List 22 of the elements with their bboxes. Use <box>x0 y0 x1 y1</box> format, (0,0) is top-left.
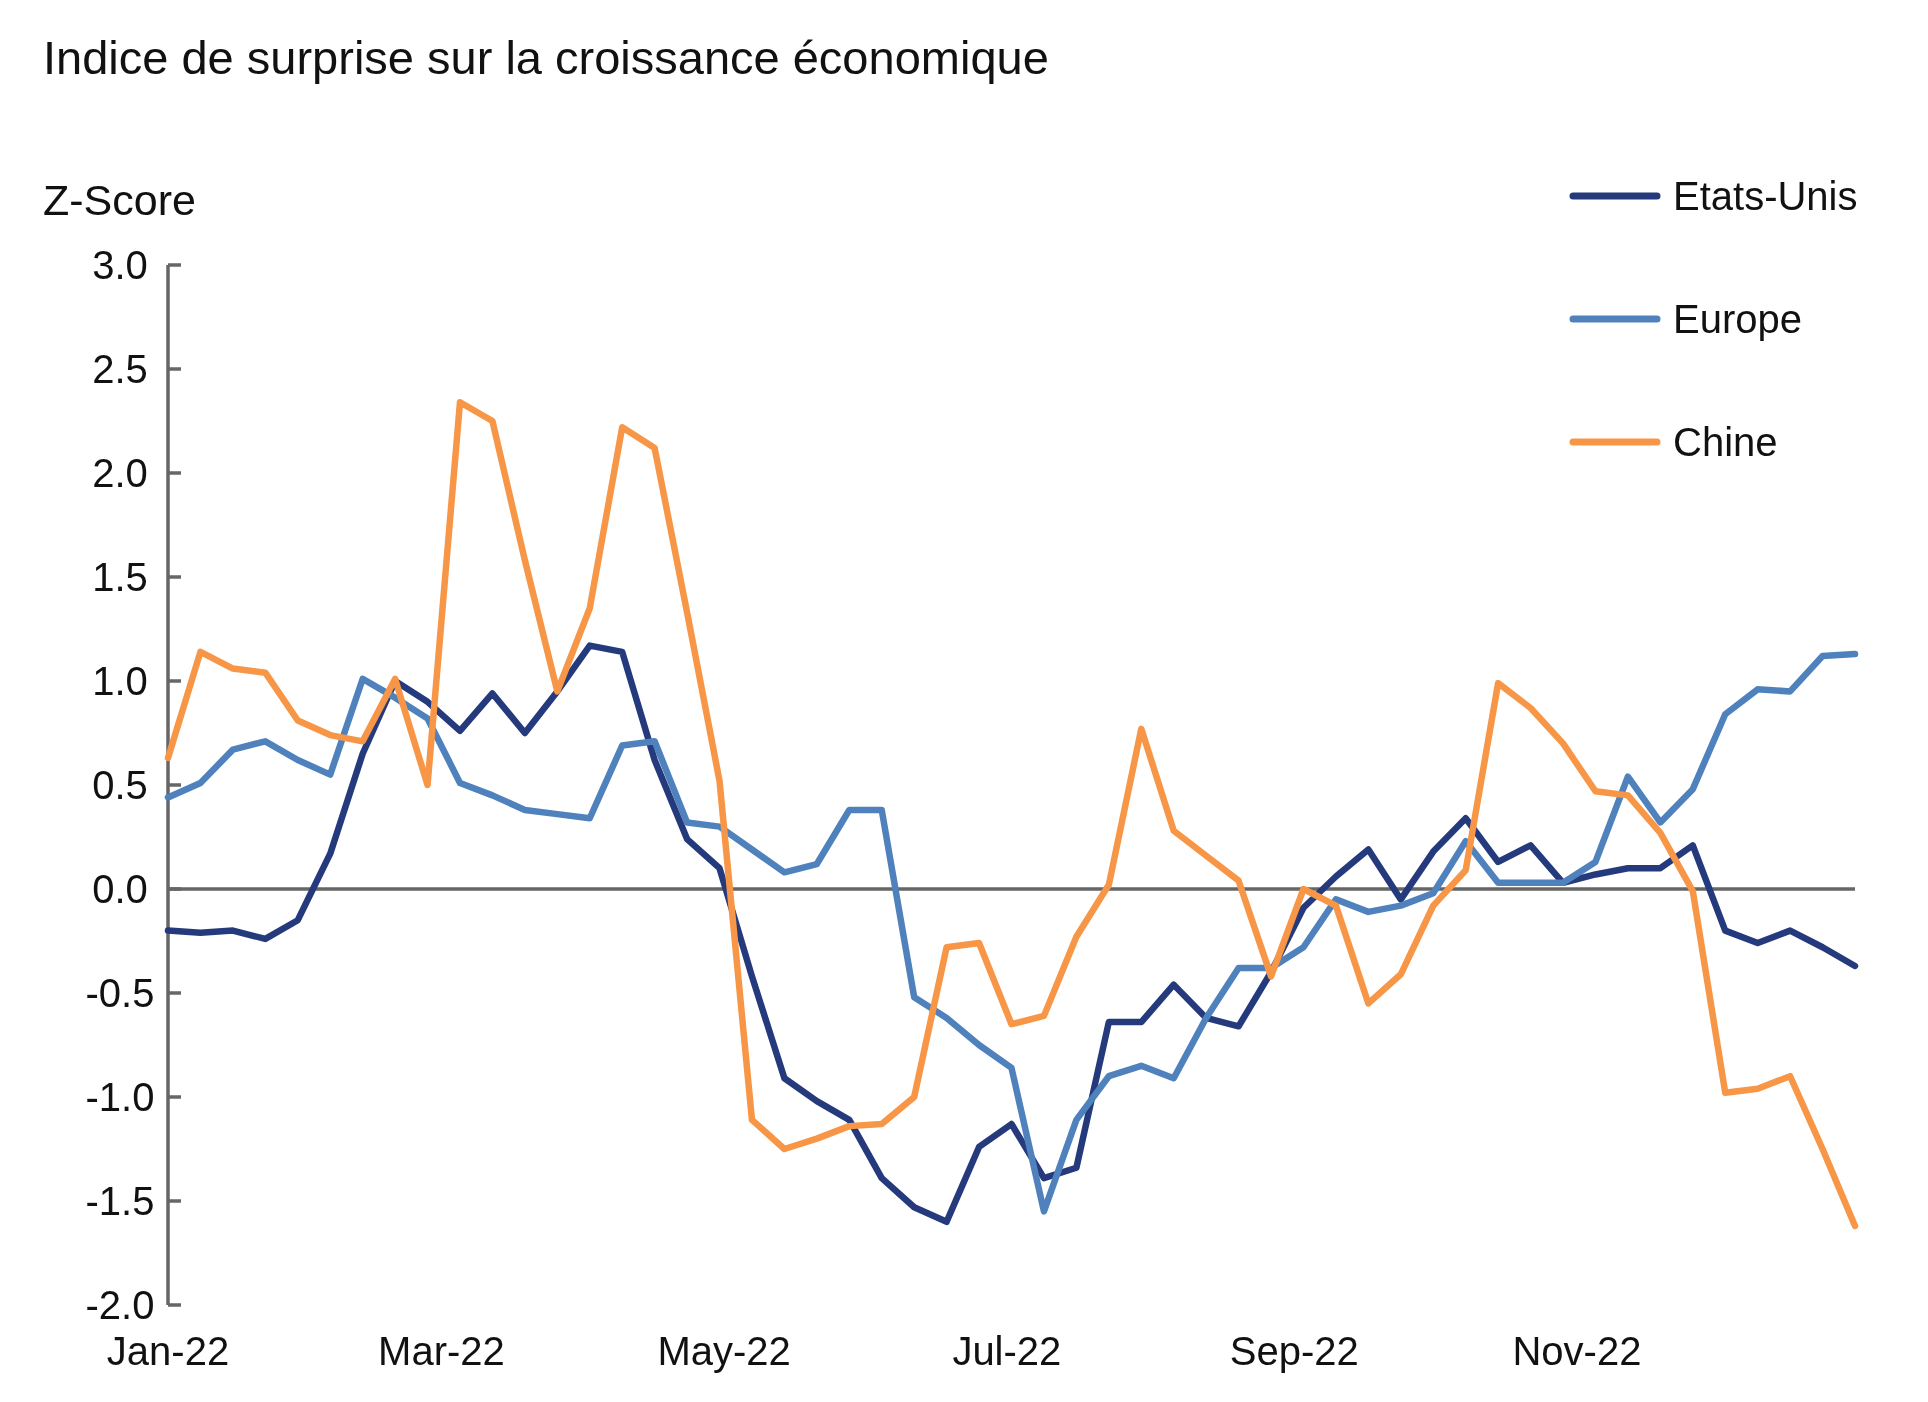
y-tick-label: 1.0 <box>92 659 148 703</box>
legend-label: Etats-Unis <box>1673 174 1858 218</box>
x-tick-label: Sep-22 <box>1229 1329 1359 1373</box>
x-tick-label: Mar-22 <box>378 1329 505 1373</box>
y-tick-label: 2.0 <box>92 451 148 495</box>
y-tick-label: -0.5 <box>85 971 155 1015</box>
x-tick-label: Jan-22 <box>106 1329 230 1373</box>
y-tick-label: 0.5 <box>92 763 148 807</box>
x-tick-label: May-22 <box>657 1329 791 1373</box>
x-tick-label: Jul-22 <box>952 1329 1062 1373</box>
y-tick-label: -1.0 <box>85 1075 155 1119</box>
y-tick-label: 2.5 <box>92 347 148 391</box>
legend-label: Europe <box>1673 297 1802 341</box>
y-tick-label: -2.0 <box>85 1283 155 1327</box>
y-tick-label: 1.5 <box>92 555 148 599</box>
x-tick-label: Nov-22 <box>1512 1329 1642 1373</box>
y-tick-label: 3.0 <box>92 243 148 287</box>
legend-label: Chine <box>1673 420 1778 464</box>
y-tick-label: 0.0 <box>92 867 148 911</box>
y-tick-label: -1.5 <box>85 1179 155 1223</box>
chart-title: Indice de surprise sur la croissance économique <box>43 31 1049 84</box>
y-axis-title: Z-Score <box>43 176 196 224</box>
